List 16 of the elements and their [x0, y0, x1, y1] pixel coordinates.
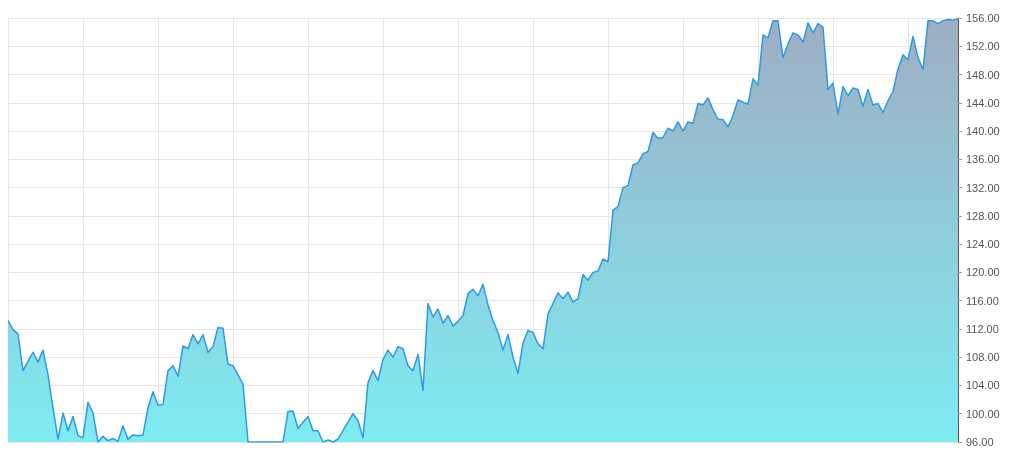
y-tick-label: 148.00 [966, 68, 1000, 81]
y-tick-label: 116.00 [966, 294, 999, 307]
y-tick-label: 156.00 [966, 12, 1000, 24]
y-tick-label: 96.00 [966, 436, 994, 448]
y-tick-label: 108.00 [966, 351, 1000, 364]
y-tick-label: 140.00 [966, 125, 1000, 138]
y-tick-label: 100.00 [966, 407, 1000, 420]
y-tick-label: 136.00 [966, 153, 1000, 166]
y-tick-label: 152.00 [966, 40, 1000, 53]
y-tick-label: 124.00 [966, 238, 1000, 251]
y-tick-label: 120.00 [966, 266, 1000, 279]
y-tick-label: 112.00 [966, 322, 999, 335]
y-tick-label: 132.00 [966, 181, 1000, 194]
y-tick-label: 128.00 [966, 209, 1000, 222]
y-tick-label: 144.00 [966, 96, 1000, 109]
y-tick-label: 104.00 [966, 379, 1000, 392]
